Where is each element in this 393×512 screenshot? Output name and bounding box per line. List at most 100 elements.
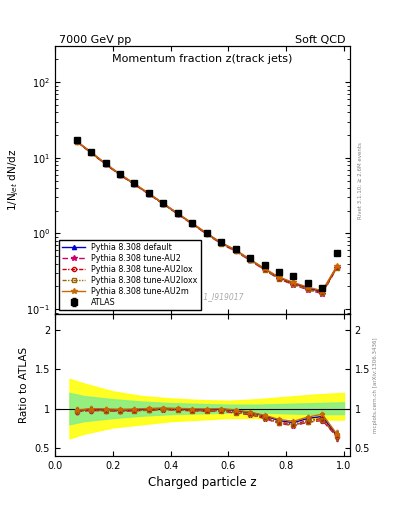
- Pythia 8.308 tune-AU2m: [103, 160, 108, 166]
- Pythia 8.308 tune-AU2loxx: [204, 231, 209, 237]
- Pythia 8.308 tune-AU2loxx: [74, 139, 79, 145]
- Pythia 8.308 tune-AU2lox: [147, 191, 151, 197]
- Pythia 8.308 tune-AU2lox: [277, 275, 281, 282]
- Pythia 8.308 tune-AU2m: [248, 256, 252, 262]
- Pythia 8.308 tune-AU2loxx: [103, 161, 108, 167]
- Pythia 8.308 default: [74, 138, 79, 144]
- Pythia 8.308 default: [118, 172, 122, 178]
- Pythia 8.308 tune-AU2loxx: [305, 286, 310, 292]
- Pythia 8.308 tune-AU2lox: [175, 211, 180, 217]
- Pythia 8.308 tune-AU2loxx: [219, 241, 224, 247]
- Pythia 8.308 default: [219, 240, 224, 246]
- Pythia 8.308 tune-AU2: [248, 258, 252, 264]
- Pythia 8.308 default: [204, 230, 209, 237]
- Y-axis label: Ratio to ATLAS: Ratio to ATLAS: [19, 347, 29, 423]
- Y-axis label: 1/N$_{jet}$ dN/dz: 1/N$_{jet}$ dN/dz: [6, 149, 21, 211]
- Pythia 8.308 tune-AU2m: [305, 284, 310, 290]
- Pythia 8.308 tune-AU2m: [219, 240, 224, 246]
- Pythia 8.308 tune-AU2loxx: [248, 257, 252, 263]
- Pythia 8.308 tune-AU2m: [233, 247, 238, 253]
- Pythia 8.308 tune-AU2: [103, 161, 108, 167]
- Pythia 8.308 tune-AU2: [219, 241, 224, 247]
- Pythia 8.308 tune-AU2: [291, 282, 296, 288]
- Pythia 8.308 tune-AU2loxx: [190, 221, 195, 227]
- Pythia 8.308 default: [305, 285, 310, 291]
- Pythia 8.308 tune-AU2: [89, 150, 94, 156]
- Y-axis label: mcplots.cern.ch [arXiv:1306.3436]: mcplots.cern.ch [arXiv:1306.3436]: [373, 337, 378, 433]
- Pythia 8.308 tune-AU2lox: [161, 201, 166, 207]
- Pythia 8.308 tune-AU2lox: [233, 248, 238, 254]
- Pythia 8.308 tune-AU2loxx: [291, 281, 296, 287]
- Pythia 8.308 tune-AU2lox: [262, 266, 267, 272]
- Pythia 8.308 tune-AU2lox: [248, 257, 252, 263]
- Line: Pythia 8.308 tune-AU2m: Pythia 8.308 tune-AU2m: [74, 138, 340, 293]
- Pythia 8.308 tune-AU2: [262, 267, 267, 273]
- Text: 7000 GeV pp: 7000 GeV pp: [59, 35, 131, 45]
- Pythia 8.308 tune-AU2loxx: [175, 211, 180, 217]
- Y-axis label: Rivet 3.1.10; ≥ 2.6M events: Rivet 3.1.10; ≥ 2.6M events: [357, 142, 362, 219]
- Pythia 8.308 tune-AU2: [320, 291, 325, 297]
- Pythia 8.308 tune-AU2m: [277, 274, 281, 280]
- Pythia 8.308 tune-AU2m: [132, 181, 137, 187]
- Pythia 8.308 tune-AU2lox: [103, 161, 108, 167]
- Pythia 8.308 tune-AU2loxx: [233, 248, 238, 254]
- Pythia 8.308 tune-AU2loxx: [334, 265, 339, 271]
- Pythia 8.308 tune-AU2m: [320, 288, 325, 294]
- Pythia 8.308 default: [161, 201, 166, 207]
- Pythia 8.308 default: [334, 264, 339, 270]
- Pythia 8.308 tune-AU2: [334, 265, 339, 271]
- Pythia 8.308 tune-AU2m: [175, 210, 180, 217]
- Pythia 8.308 tune-AU2m: [262, 265, 267, 271]
- Pythia 8.308 tune-AU2: [204, 231, 209, 237]
- Pythia 8.308 tune-AU2: [147, 191, 151, 197]
- Pythia 8.308 tune-AU2: [277, 276, 281, 282]
- Pythia 8.308 tune-AU2lox: [204, 231, 209, 237]
- Legend: Pythia 8.308 default, Pythia 8.308 tune-AU2, Pythia 8.308 tune-AU2lox, Pythia 8.: Pythia 8.308 default, Pythia 8.308 tune-…: [59, 240, 201, 310]
- Pythia 8.308 tune-AU2loxx: [132, 181, 137, 187]
- Pythia 8.308 default: [132, 181, 137, 187]
- Pythia 8.308 tune-AU2: [190, 221, 195, 227]
- Pythia 8.308 tune-AU2m: [147, 190, 151, 197]
- Text: ATLAS_2011_I919017: ATLAS_2011_I919017: [161, 292, 244, 301]
- Pythia 8.308 tune-AU2loxx: [89, 150, 94, 156]
- Line: Pythia 8.308 tune-AU2lox: Pythia 8.308 tune-AU2lox: [75, 139, 339, 295]
- Pythia 8.308 tune-AU2m: [190, 220, 195, 226]
- Pythia 8.308 tune-AU2lox: [132, 181, 137, 187]
- Pythia 8.308 tune-AU2: [175, 211, 180, 217]
- Pythia 8.308 default: [291, 280, 296, 286]
- Pythia 8.308 tune-AU2loxx: [161, 201, 166, 207]
- X-axis label: Charged particle z: Charged particle z: [148, 476, 257, 489]
- Pythia 8.308 tune-AU2: [74, 139, 79, 145]
- Pythia 8.308 tune-AU2lox: [118, 172, 122, 178]
- Pythia 8.308 tune-AU2: [161, 201, 166, 207]
- Line: Pythia 8.308 tune-AU2: Pythia 8.308 tune-AU2: [74, 139, 340, 296]
- Pythia 8.308 default: [89, 150, 94, 156]
- Pythia 8.308 default: [262, 266, 267, 272]
- Text: Soft QCD: Soft QCD: [296, 35, 346, 45]
- Pythia 8.308 tune-AU2lox: [334, 264, 339, 270]
- Pythia 8.308 tune-AU2: [132, 181, 137, 187]
- Pythia 8.308 default: [175, 211, 180, 217]
- Pythia 8.308 tune-AU2loxx: [147, 191, 151, 197]
- Pythia 8.308 tune-AU2m: [74, 138, 79, 144]
- Pythia 8.308 tune-AU2: [305, 287, 310, 293]
- Pythia 8.308 default: [248, 257, 252, 263]
- Pythia 8.308 tune-AU2lox: [190, 221, 195, 227]
- Pythia 8.308 tune-AU2m: [118, 171, 122, 177]
- Pythia 8.308 tune-AU2: [118, 172, 122, 178]
- Pythia 8.308 tune-AU2m: [334, 263, 339, 269]
- Pythia 8.308 tune-AU2loxx: [320, 290, 325, 296]
- Text: Momentum fraction z(track jets): Momentum fraction z(track jets): [112, 54, 292, 64]
- Pythia 8.308 tune-AU2loxx: [262, 267, 267, 273]
- Pythia 8.308 tune-AU2: [233, 248, 238, 254]
- Pythia 8.308 tune-AU2lox: [89, 150, 94, 156]
- Pythia 8.308 tune-AU2loxx: [118, 172, 122, 178]
- Pythia 8.308 default: [320, 289, 325, 295]
- Pythia 8.308 tune-AU2m: [204, 230, 209, 236]
- Pythia 8.308 tune-AU2lox: [320, 290, 325, 296]
- Pythia 8.308 default: [233, 247, 238, 253]
- Pythia 8.308 tune-AU2lox: [305, 286, 310, 292]
- Pythia 8.308 tune-AU2m: [89, 149, 94, 155]
- Pythia 8.308 tune-AU2m: [291, 280, 296, 286]
- Pythia 8.308 tune-AU2lox: [74, 138, 79, 144]
